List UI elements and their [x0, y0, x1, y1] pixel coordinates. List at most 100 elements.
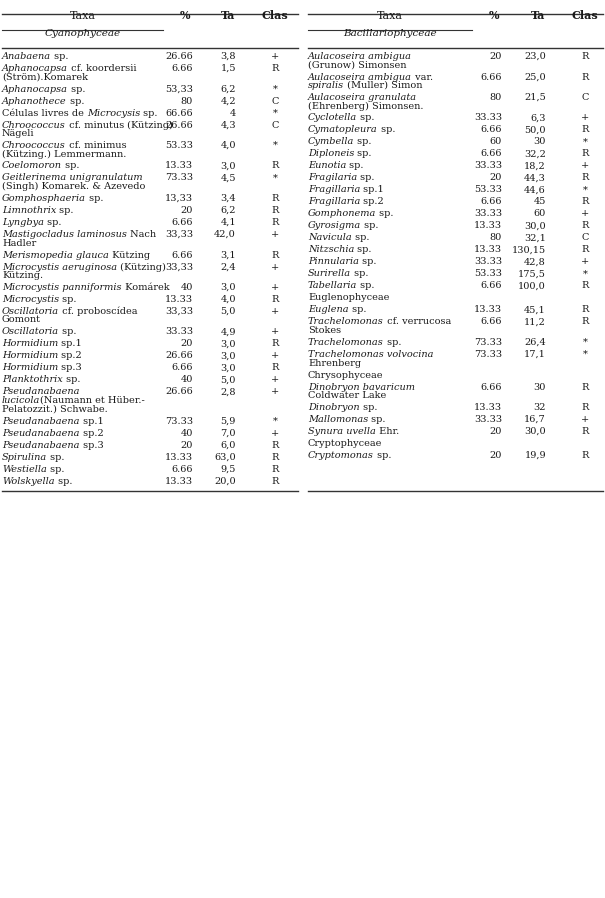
Text: 6.66: 6.66 [171, 464, 193, 473]
Text: +: + [271, 230, 279, 239]
Text: sp.: sp. [47, 464, 64, 473]
Text: *: * [273, 173, 278, 182]
Text: 6,3: 6,3 [531, 113, 546, 122]
Text: 3,1: 3,1 [220, 251, 236, 260]
Text: sp.: sp. [68, 84, 85, 93]
Text: Clas: Clas [572, 10, 598, 21]
Text: 30,0: 30,0 [525, 222, 546, 231]
Text: Nitzschia: Nitzschia [308, 245, 355, 254]
Text: Taxa: Taxa [377, 11, 403, 21]
Text: 20: 20 [181, 441, 193, 450]
Text: 13.33: 13.33 [474, 305, 502, 314]
Text: 26.66: 26.66 [165, 120, 193, 129]
Text: Aphanothece: Aphanothece [2, 96, 67, 105]
Text: 32: 32 [534, 403, 546, 412]
Text: *: * [583, 269, 587, 278]
Text: 73.33: 73.33 [165, 417, 193, 426]
Text: *: * [273, 141, 278, 150]
Text: Kützing.: Kützing. [2, 271, 43, 280]
Text: R: R [581, 305, 589, 314]
Text: Mallomonas: Mallomonas [308, 415, 368, 424]
Text: sp.2: sp.2 [361, 198, 384, 207]
Text: Cymbella: Cymbella [308, 137, 355, 146]
Text: Chroococcus: Chroococcus [2, 120, 66, 129]
Text: 3,4: 3,4 [220, 194, 236, 203]
Text: Diploneis: Diploneis [308, 149, 355, 159]
Text: 73.33: 73.33 [474, 350, 502, 359]
Text: Anabaena: Anabaena [2, 52, 51, 61]
Text: sp.: sp. [376, 209, 394, 218]
Text: Dinobryon: Dinobryon [308, 403, 359, 412]
Text: sp.: sp. [357, 113, 374, 122]
Text: R: R [271, 64, 279, 73]
Text: Trachelomonas: Trachelomonas [308, 318, 384, 327]
Text: 33.33: 33.33 [474, 113, 502, 122]
Text: 6,0: 6,0 [221, 441, 236, 450]
Text: sp.: sp. [348, 305, 366, 314]
Text: R: R [581, 318, 589, 327]
Text: sp.: sp. [63, 375, 80, 384]
Text: Eunotia: Eunotia [308, 162, 347, 171]
Text: +: + [271, 375, 279, 384]
Text: Cymatopleura: Cymatopleura [308, 126, 378, 135]
Text: R: R [581, 173, 589, 182]
Text: 32,2: 32,2 [524, 149, 546, 159]
Text: 50,0: 50,0 [525, 126, 546, 135]
Text: Aulacoseira ambigua: Aulacoseira ambigua [308, 73, 412, 82]
Text: (Kützing): (Kützing) [124, 120, 173, 129]
Text: lucicola: lucicola [2, 396, 41, 405]
Text: *: * [583, 338, 587, 347]
Text: Coelomoron: Coelomoron [2, 162, 62, 171]
Text: Planktothrix: Planktothrix [2, 375, 63, 384]
Text: 53.33: 53.33 [474, 186, 502, 195]
Text: sp.: sp. [86, 194, 103, 203]
Text: sp.: sp. [54, 477, 72, 486]
Text: +: + [581, 415, 589, 424]
Text: sp.: sp. [378, 126, 395, 135]
Text: 13.33: 13.33 [474, 403, 502, 412]
Text: 6.66: 6.66 [480, 383, 502, 392]
Text: sp.: sp. [351, 269, 368, 278]
Text: Taxa: Taxa [70, 11, 96, 21]
Text: sp.: sp. [374, 451, 391, 460]
Text: sp.: sp. [357, 173, 374, 182]
Text: (Grunow) Simonsen: (Grunow) Simonsen [308, 60, 407, 69]
Text: sp.: sp. [140, 109, 158, 118]
Text: 130,15: 130,15 [512, 245, 546, 254]
Text: Microcystis aeruginosa: Microcystis aeruginosa [2, 262, 117, 271]
Text: 13.33: 13.33 [165, 295, 193, 304]
Text: Euglena: Euglena [308, 305, 348, 314]
Text: +: + [271, 388, 279, 397]
Text: R: R [581, 451, 589, 460]
Text: 33.33: 33.33 [474, 209, 502, 218]
Text: 6.66: 6.66 [480, 126, 502, 135]
Text: +: + [581, 258, 589, 267]
Text: Pseudanabaena: Pseudanabaena [2, 441, 79, 450]
Text: 42,0: 42,0 [214, 230, 236, 239]
Text: 20: 20 [489, 52, 502, 61]
Text: Pseudanabaena: Pseudanabaena [2, 388, 79, 397]
Text: 13.33: 13.33 [165, 162, 193, 171]
Text: Nägeli: Nägeli [2, 129, 34, 138]
Text: Aulacoseira granulata: Aulacoseira granulata [308, 93, 417, 102]
Text: 6.66: 6.66 [480, 73, 502, 82]
Text: 26.66: 26.66 [165, 351, 193, 360]
Text: Chrysophyceae: Chrysophyceae [308, 371, 384, 380]
Text: 40: 40 [181, 375, 193, 384]
Text: R: R [271, 218, 279, 227]
Text: 30: 30 [534, 137, 546, 146]
Text: cf. koordersii: cf. koordersii [68, 64, 137, 73]
Text: 20: 20 [489, 173, 502, 182]
Text: R: R [271, 339, 279, 348]
Text: sp.: sp. [355, 149, 372, 159]
Text: 6.66: 6.66 [171, 64, 193, 73]
Text: Geitlerinema unigranulatum: Geitlerinema unigranulatum [2, 173, 143, 182]
Text: Ehr.: Ehr. [376, 427, 399, 436]
Text: cf. minimus: cf. minimus [66, 141, 126, 150]
Text: sp.1: sp.1 [361, 186, 384, 195]
Text: Oscillatoria: Oscillatoria [2, 307, 59, 316]
Text: Coldwater Lake: Coldwater Lake [308, 391, 386, 400]
Text: Microcystis panniformis: Microcystis panniformis [2, 283, 122, 292]
Text: Synura uvella: Synura uvella [308, 427, 376, 436]
Text: Hormidium: Hormidium [2, 364, 58, 373]
